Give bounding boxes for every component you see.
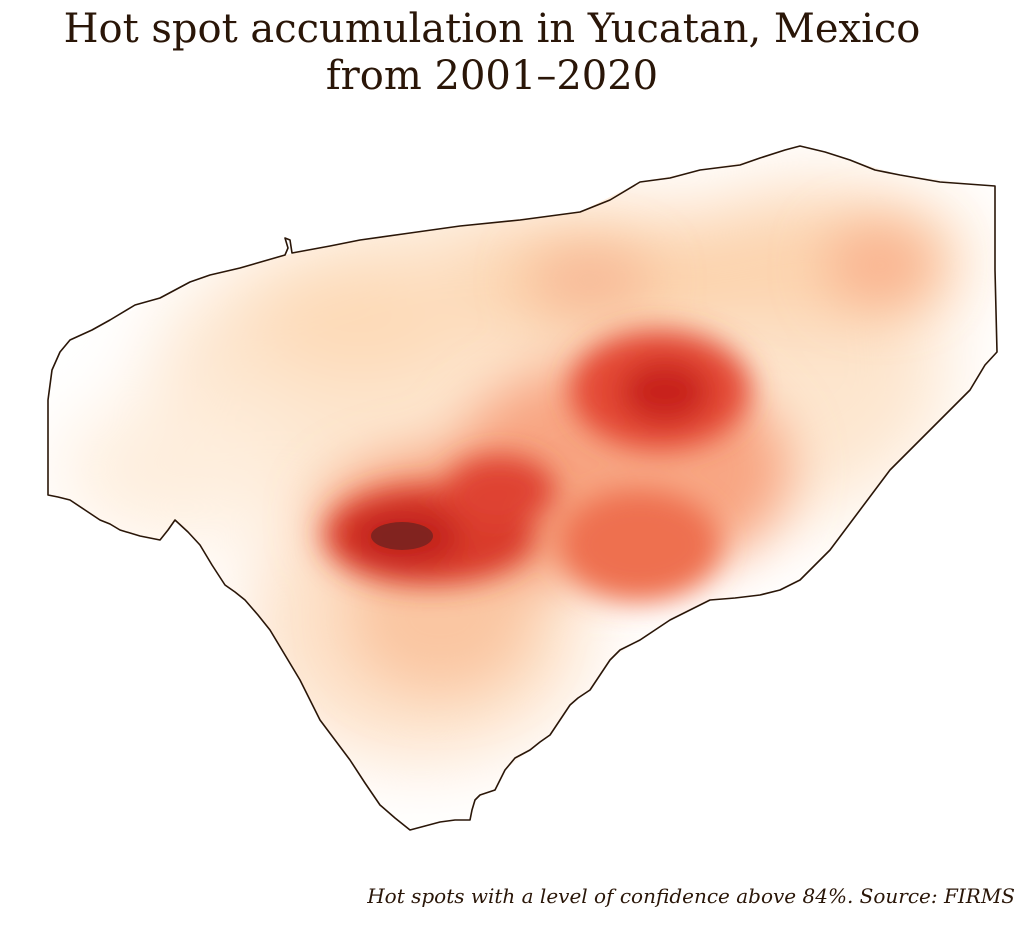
- source-caption: Hot spots with a level of confidence abo…: [367, 884, 1015, 908]
- heatmap-layer: [60, 190, 970, 760]
- title-line-1: Hot spot accumulation in Yucatan, Mexico: [63, 6, 921, 52]
- map-title: Hot spot accumulation in Yucatan, Mexico…: [0, 6, 984, 100]
- max-density-spot: [371, 522, 433, 550]
- title-line-2: from 2001–2020: [325, 53, 659, 99]
- yucatan-boundary: [47, 145, 998, 831]
